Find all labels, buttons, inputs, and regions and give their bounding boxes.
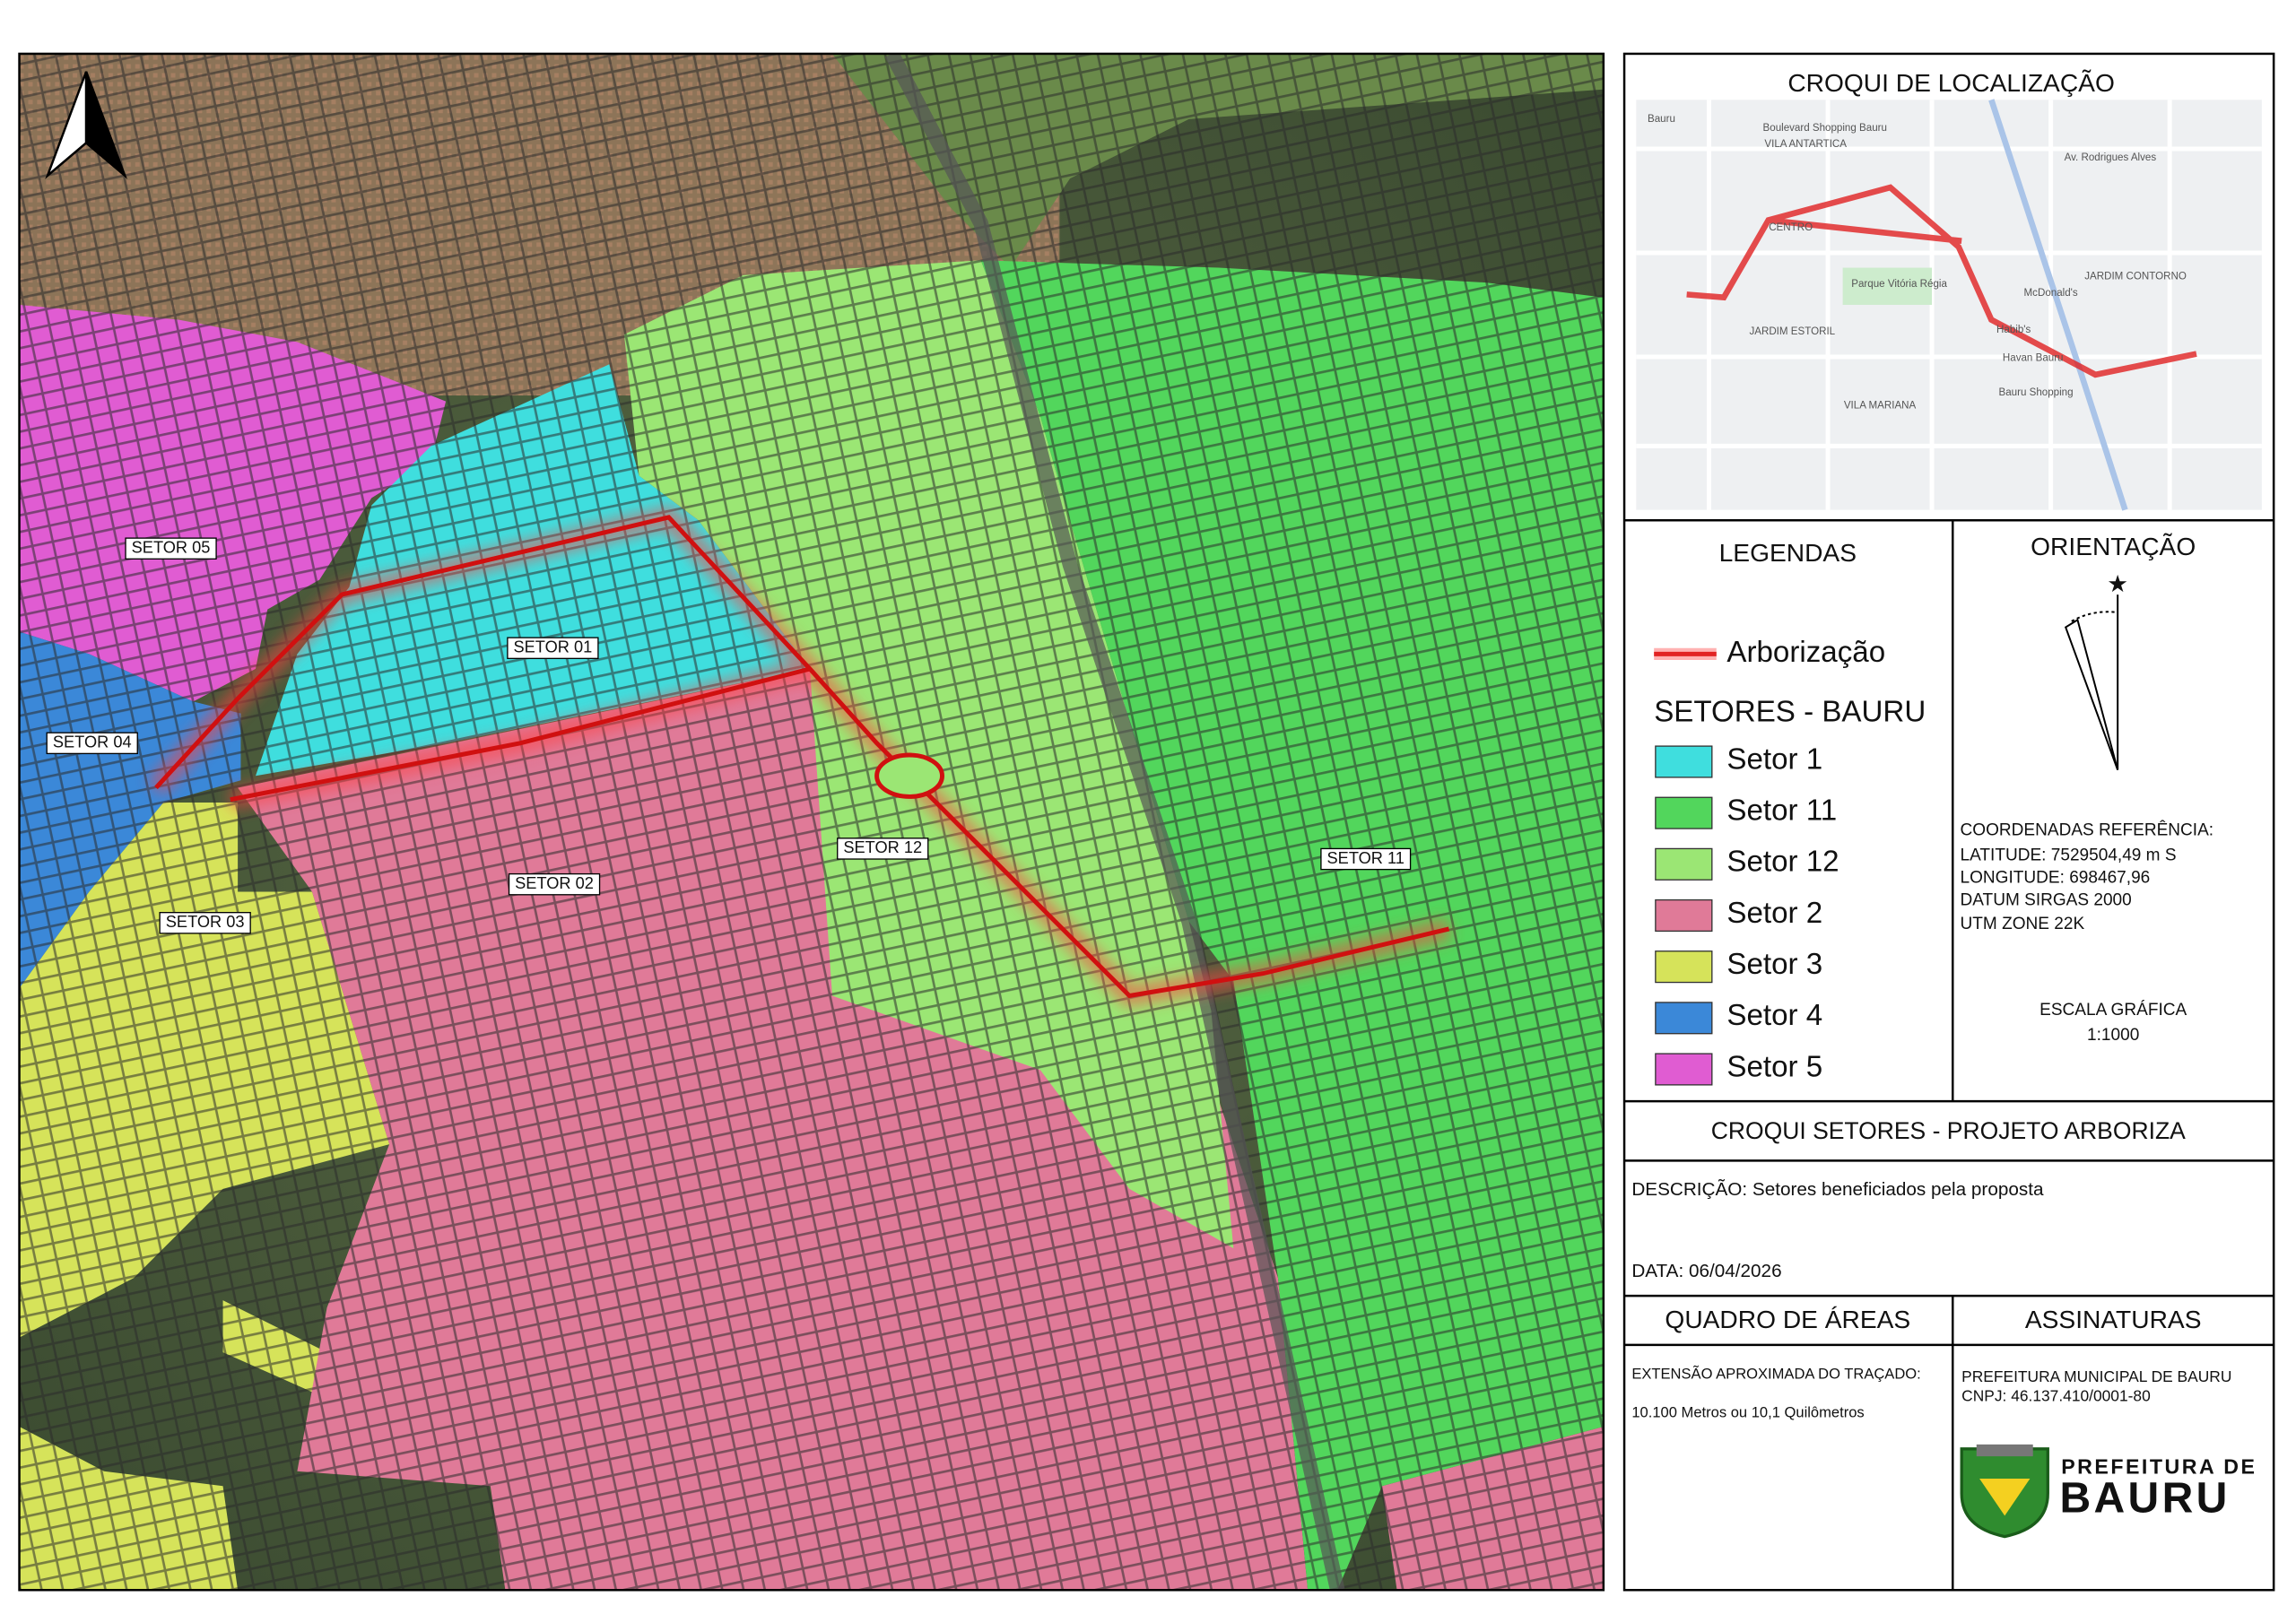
north-arrow	[45, 71, 127, 179]
sector-label: SETOR 04	[53, 733, 132, 751]
legend-label: Setor 4	[1726, 999, 1822, 1032]
map-frame	[18, 52, 1605, 1592]
legend-label: Setor 12	[1726, 846, 1839, 879]
orientation-title: ORIENTAÇÃO	[2031, 533, 2196, 560]
legend-label: Setor 3	[1726, 948, 1822, 981]
sector-label-box	[125, 537, 217, 560]
legend-swatch	[1655, 1053, 1713, 1086]
sector-label: SETOR 11	[1327, 849, 1405, 867]
sector-label-box	[1320, 847, 1412, 871]
legend-swatch	[1655, 847, 1713, 881]
legend-label: Setor 5	[1726, 1050, 1822, 1083]
areas-label: EXTENSÃO APROXIMADA DO TRAÇADO:	[1631, 1364, 1920, 1382]
date: DATA: 06/04/2026	[1631, 1261, 1781, 1281]
legend-swatch	[1655, 745, 1713, 778]
areas-title: QUADRO DE ÁREAS	[1665, 1306, 1910, 1333]
sector-label-box	[508, 872, 601, 896]
inset-place: VILA MARIANA	[1844, 401, 1917, 412]
inset-place: Boulevard Shopping Bauru	[1763, 123, 1887, 134]
city-logo-shield	[1960, 1444, 2049, 1539]
logo-top: PREFEITURA DE	[2061, 1455, 2257, 1479]
legend-swatch	[1655, 1002, 1713, 1035]
coordinates-title: COORDENADAS REFERÊNCIA:	[1961, 821, 2214, 840]
legend-sectors-title: SETORES - BAURU	[1654, 695, 1926, 728]
scale-value: 1:1000	[2087, 1026, 2139, 1045]
sector-label: SETOR 03	[166, 913, 245, 931]
inset-place: Habib's	[1996, 325, 2031, 335]
inset-place: Av. Rodrigues Alves	[2065, 152, 2157, 163]
coordinates-line: LONGITUDE: 698467,96	[1961, 869, 2151, 888]
inset-map	[1636, 99, 2262, 511]
signatures-cnpj: CNPJ: 46.137.410/0001-80	[1961, 1386, 2151, 1404]
route	[148, 506, 1452, 1007]
side-panel	[1622, 52, 2275, 1592]
sector-label: SETOR 12	[843, 838, 922, 856]
legend-label: Setor 1	[1726, 742, 1822, 776]
inset-place: VILA ANTARTICA	[1764, 139, 1847, 150]
sector-label: SETOR 02	[515, 874, 594, 892]
route-roundabout	[874, 752, 944, 799]
legend-title: LEGENDAS	[1719, 539, 1857, 567]
areas-value: 10.100 Metros ou 10,1 Quilômetros	[1631, 1403, 1864, 1420]
sector-label-box	[837, 838, 929, 860]
inset-place: Havan Bauru	[2003, 353, 2064, 364]
inset-place: Parque Vitória Régia	[1851, 279, 1947, 290]
sheet-title: CROQUI SETORES - PROJETO ARBORIZA	[1711, 1117, 2186, 1144]
inset-place: McDonald's	[2024, 288, 2078, 299]
route-line	[154, 515, 1450, 999]
signatures-name: PREFEITURA MUNICIPAL DE BAURU	[1961, 1367, 2231, 1385]
main-map: SETOR 05 SETOR 01 SETOR 04 SETOR 12 SETO…	[19, 53, 1604, 1591]
inset-title: CROQUI DE LOCALIZAÇÃO	[1787, 69, 2115, 97]
legend-swatch	[1655, 898, 1713, 933]
legend-label: Setor 2	[1726, 897, 1822, 930]
coordinates-line: LATITUDE: 7529504,49 m S	[1961, 846, 2177, 865]
legend-route: Arborização	[1726, 636, 1885, 669]
coordinates-line: UTM ZONE 22K	[1961, 915, 2085, 933]
sector-label-box	[159, 912, 251, 934]
inset-place: JARDIM CONTORNO	[2084, 272, 2187, 282]
svg-text:★: ★	[2107, 570, 2128, 597]
sector-label-box	[507, 637, 599, 659]
legend-swatch	[1655, 796, 1713, 829]
signatures-title: ASSINATURAS	[2025, 1306, 2202, 1333]
coordinates-line: DATUM SIRGAS 2000	[1961, 890, 2132, 909]
description: DESCRIÇÃO: Setores beneficiados pela pro…	[1631, 1179, 2044, 1200]
street-grid	[19, 53, 1604, 1591]
orientation-diagram: ★	[2064, 570, 2128, 770]
sector-label: SETOR 05	[132, 539, 211, 557]
legend-swatch	[1655, 950, 1713, 984]
sector-label-box	[46, 732, 138, 755]
inset-place: CENTRO	[1769, 222, 1813, 233]
inset-place: Bauru Shopping	[1999, 387, 2074, 398]
inset-place: JARDIM ESTORIL	[1749, 326, 1835, 337]
highway	[884, 53, 1345, 1591]
legend-label: Setor 11	[1726, 794, 1837, 828]
logo-bottom: BAURU	[2060, 1475, 2231, 1523]
scale-title: ESCALA GRÁFICA	[2039, 1001, 2187, 1020]
inset-place: Bauru	[1648, 114, 1675, 125]
sector-label: SETOR 01	[514, 638, 593, 656]
